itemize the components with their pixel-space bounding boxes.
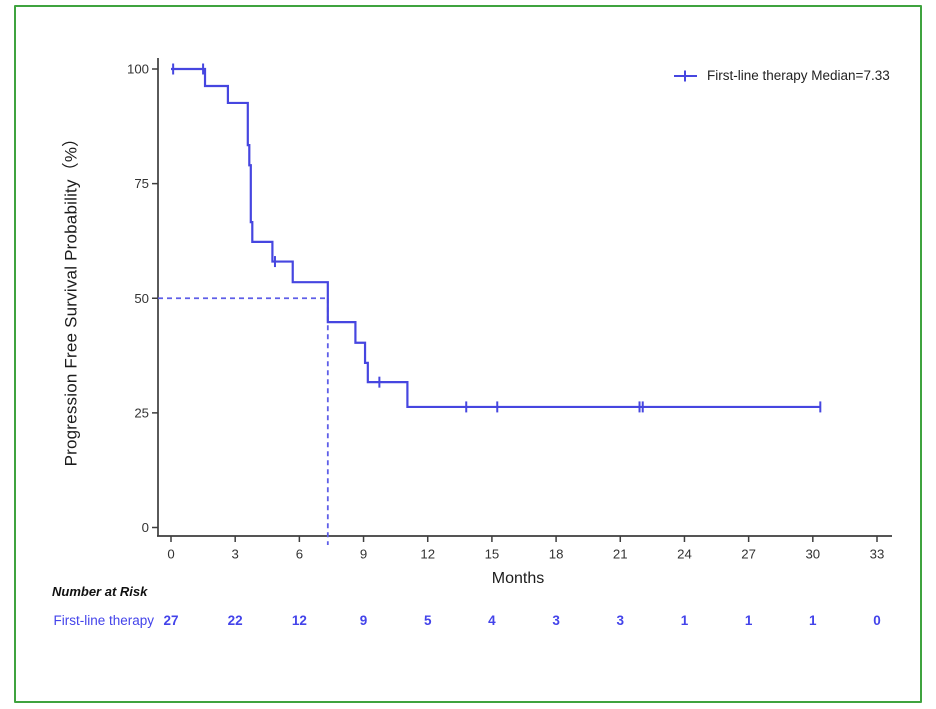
risk-count: 0: [873, 613, 881, 628]
y-tick-label: 0: [142, 520, 149, 535]
y-tick-label: 25: [134, 405, 149, 420]
risk-counts-row: 27 22 12 9 5 4 3 3 1 1 1 0: [0, 613, 936, 633]
x-tick-label: 21: [613, 547, 628, 562]
x-tick-label: 18: [549, 547, 564, 562]
risk-count: 1: [744, 613, 753, 628]
y-tick-label: 100: [127, 62, 149, 77]
risk-count: 4: [488, 613, 496, 628]
legend-label: First-line therapy Median=7.33: [707, 68, 890, 83]
risk-count: 9: [359, 613, 368, 628]
risk-row-label: First-line therapy: [53, 613, 154, 628]
x-tick-label: 12: [420, 547, 435, 562]
x-tick-label: 30: [805, 547, 820, 562]
x-tick-label: 33: [870, 547, 885, 562]
x-axis-title: Months: [491, 570, 545, 587]
risk-table-header: Number at Risk: [52, 584, 148, 599]
risk-count: 5: [423, 613, 432, 628]
x-tick-label: 6: [296, 547, 303, 562]
y-tick-label: 50: [134, 291, 149, 306]
risk-count: 3: [616, 613, 625, 628]
risk-count: 1: [680, 613, 689, 628]
risk-count: 3: [552, 613, 560, 628]
y-axis-title: Progression Free Survival Probability（%）: [61, 129, 81, 467]
x-tick-label: 0: [167, 547, 174, 562]
x-tick-label: 15: [485, 547, 500, 562]
y-tick-label: 75: [134, 176, 149, 191]
risk-count: 12: [291, 613, 307, 628]
survival-curve: [171, 67, 821, 409]
x-tick-label: 9: [360, 547, 367, 562]
x-tick-label: 27: [741, 547, 756, 562]
risk-count: 22: [227, 613, 243, 628]
risk-count: 27: [163, 613, 179, 628]
x-tick-label: 3: [232, 547, 239, 562]
x-tick-label: 24: [677, 547, 692, 562]
risk-count: 1: [809, 613, 817, 628]
